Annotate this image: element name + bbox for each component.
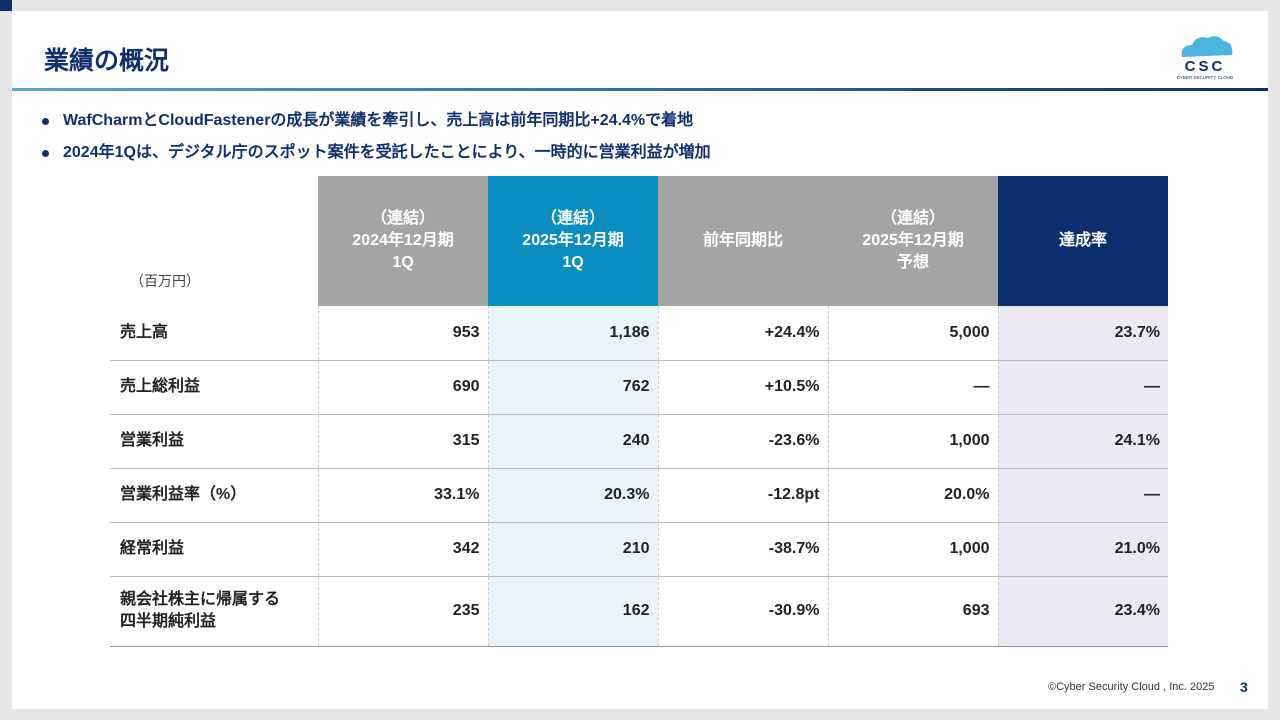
column-header: （連結） 2025年12月期 予想 <box>828 176 998 306</box>
header-line: （連結） <box>540 210 605 227</box>
table-cell: 1,000 <box>827 522 998 577</box>
table-cell: 21.0% <box>997 522 1168 577</box>
table-cell: -38.7% <box>657 522 828 577</box>
table-cell: 315 <box>317 414 488 469</box>
unit-label: （百万円） <box>110 176 318 306</box>
page-title: 業績の概況 <box>44 47 170 75</box>
table-cell: 24.1% <box>997 414 1168 469</box>
header-line: 予想 <box>896 254 929 271</box>
row-label: 売上総利益 <box>110 360 318 415</box>
row-label: 経常利益 <box>110 522 318 577</box>
table-cell: 690 <box>317 360 488 415</box>
row-label: 営業利益 <box>110 414 318 469</box>
bullet-item: WafCharmとCloudFastenerの成長が業績を牽引し、売上高は前年同… <box>42 105 711 137</box>
table-cell: — <box>997 468 1168 523</box>
table-cell: 342 <box>317 522 488 577</box>
bullet-dot-icon <box>42 149 49 157</box>
row-label-line: 四半期純利益 <box>120 613 217 630</box>
table-cell: 5,000 <box>827 306 998 361</box>
table-cell: 953 <box>317 306 488 361</box>
table-cell: -30.9% <box>657 576 828 647</box>
row-label: 営業利益率（%） <box>110 468 318 523</box>
table-cell: — <box>827 360 998 415</box>
corner-accent <box>0 0 12 11</box>
header-line: 達成率 <box>1058 232 1107 249</box>
table-row: 売上高 953 1,186 +24.4% 5,000 23.7% <box>110 306 1168 361</box>
table-row: 営業利益率（%） 33.1% 20.3% -12.8pt 20.0% — <box>110 468 1168 523</box>
table-cell: 20.0% <box>827 468 998 523</box>
results-table: （百万円） （連結） 2024年12月期 1Q （連結） 2025年12月期 1Q 前年同期比… <box>110 176 1168 647</box>
header-line: 2024年12月期 <box>352 232 454 249</box>
page-number: 3 <box>1240 679 1248 695</box>
header-line: （連結） <box>370 210 435 227</box>
column-header: （連結） 2025年12月期 1Q <box>488 176 658 306</box>
table-cell: +10.5% <box>657 360 828 415</box>
table-cell: 162 <box>487 576 658 647</box>
column-header: （連結） 2024年12月期 1Q <box>318 176 488 306</box>
table-cell: -23.6% <box>657 414 828 469</box>
bullet-list: WafCharmとCloudFastenerの成長が業績を牽引し、売上高は前年同… <box>42 105 711 169</box>
table-cell: -12.8pt <box>657 468 828 523</box>
table-cell: 33.1% <box>317 468 488 523</box>
table-cell: — <box>997 360 1168 415</box>
bullet-item: 2024年1Qは、デジタル庁のスポット案件を受託したことにより、一時的に営業利益… <box>42 137 711 169</box>
table-row: 親会社株主に帰属する 四半期純利益 235 162 -30.9% 693 23.4% <box>110 576 1168 647</box>
table-cell: 1,186 <box>487 306 658 361</box>
bullet-dot-icon <box>42 117 49 125</box>
header-line: 前年同期比 <box>702 232 783 249</box>
table-cell: 20.3% <box>487 468 658 523</box>
slide: 業績の概況 CSC CYBER SECURITY CLOUD WafCharmと… <box>12 11 1268 709</box>
copyright: ©Cyber Security Cloud , Inc. 2025 <box>1048 681 1215 693</box>
bullet-text: WafCharmとCloudFastenerの成長が業績を牽引し、売上高は前年同… <box>63 112 694 129</box>
table-row: 営業利益 315 240 -23.6% 1,000 24.1% <box>110 414 1168 469</box>
table-cell: 235 <box>317 576 488 647</box>
csc-logo: CSC CYBER SECURITY CLOUD <box>1177 36 1234 80</box>
svg-text:CSC: CSC <box>1185 58 1226 75</box>
column-header: 達成率 <box>998 176 1168 306</box>
bullet-text: 2024年1Qは、デジタル庁のスポット案件を受託したことにより、一時的に営業利益… <box>63 144 711 161</box>
table-cell: 1,000 <box>827 414 998 469</box>
row-label-line: 親会社株主に帰属する <box>120 591 281 608</box>
svg-text:CYBER SECURITY CLOUD: CYBER SECURITY CLOUD <box>1177 75 1234 80</box>
title-divider <box>12 88 1268 91</box>
table-cell: 210 <box>487 522 658 577</box>
table-cell: +24.4% <box>657 306 828 361</box>
row-label: 親会社株主に帰属する 四半期純利益 <box>110 576 318 647</box>
table-cell: 762 <box>487 360 658 415</box>
table-row: 売上総利益 690 762 +10.5% — — <box>110 360 1168 415</box>
column-header: 前年同期比 <box>658 176 828 306</box>
table-cell: 23.7% <box>997 306 1168 361</box>
table-cell: 240 <box>487 414 658 469</box>
header-line: 1Q <box>392 254 414 271</box>
row-label: 売上高 <box>110 306 318 361</box>
table-cell: 23.4% <box>997 576 1168 647</box>
header-line: （連結） <box>880 210 945 227</box>
header-line: 2025年12月期 <box>522 232 624 249</box>
header-line: 1Q <box>562 254 584 271</box>
table-cell: 693 <box>827 576 998 647</box>
header-line: 2025年12月期 <box>862 232 964 249</box>
table-row: 経常利益 342 210 -38.7% 1,000 21.0% <box>110 522 1168 577</box>
